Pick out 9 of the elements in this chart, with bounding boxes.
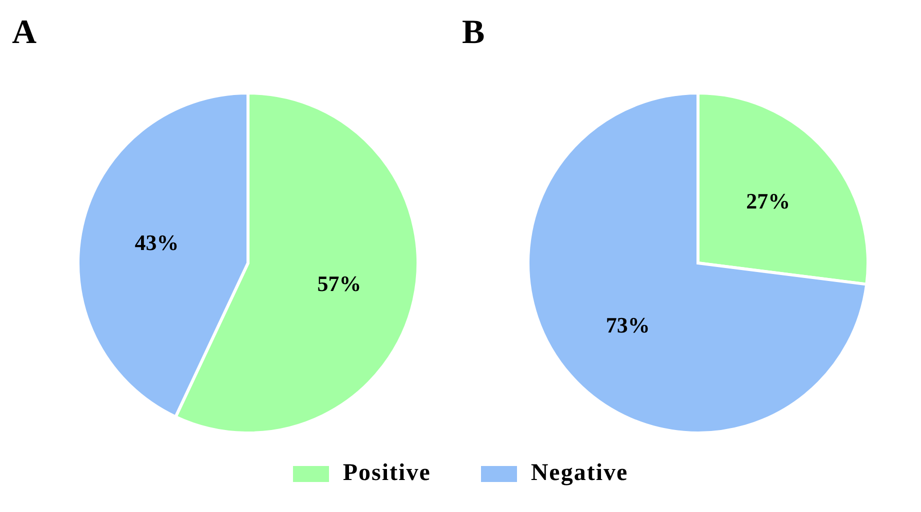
legend-label: Positive [342, 460, 431, 487]
data-label: 57% [317, 270, 362, 296]
data-label: 43% [134, 230, 179, 256]
pie-slice [526, 92, 868, 434]
data-label: 73% [606, 312, 650, 338]
chart-title: B [462, 14, 485, 52]
data-label: 27% [746, 188, 790, 214]
legend-label: Negative [530, 460, 628, 487]
chart-title: A [12, 14, 37, 52]
